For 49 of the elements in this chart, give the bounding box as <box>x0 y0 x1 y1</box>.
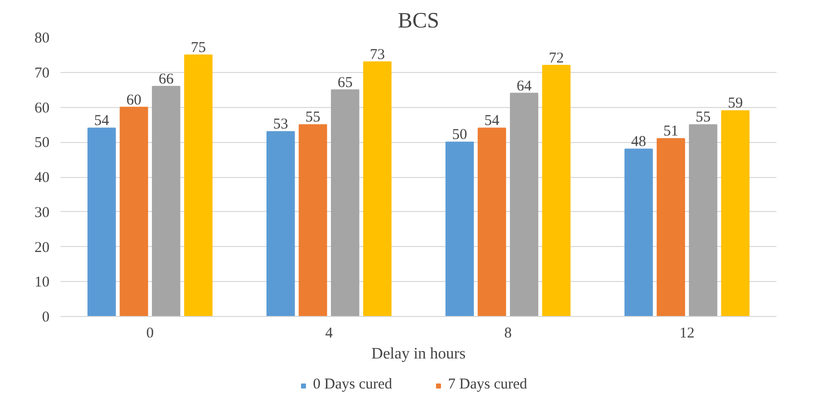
bar <box>656 138 686 316</box>
bar <box>120 106 148 316</box>
y-tick-label: 60 <box>34 100 50 116</box>
bar <box>688 124 718 316</box>
bar <box>298 124 328 316</box>
y-tick-label: 20 <box>34 240 50 256</box>
bar <box>330 89 360 316</box>
bar <box>87 128 116 316</box>
bar <box>721 110 750 316</box>
legend-label: 0 Days cured <box>313 376 394 394</box>
data-label: 60 <box>126 92 142 108</box>
bar <box>445 142 474 316</box>
y-tick-label: 40 <box>34 170 50 186</box>
y-tick-label: 0 <box>42 310 50 326</box>
x-tick-label: 8 <box>504 326 512 342</box>
bar <box>184 54 213 316</box>
data-label: 73 <box>370 46 385 63</box>
bar <box>542 64 571 316</box>
data-label: 59 <box>728 96 743 112</box>
bar <box>510 92 538 316</box>
y-tick-label: 10 <box>34 274 50 291</box>
data-label: 65 <box>338 74 353 91</box>
chart-title: BCS <box>398 8 440 32</box>
x-tick-label: 4 <box>325 326 334 342</box>
x-tick-label: 12 <box>680 326 694 342</box>
y-tick-label: 80 <box>34 30 50 46</box>
data-label: 64 <box>516 78 532 94</box>
x-tick-label: 0 <box>146 326 154 342</box>
bar <box>152 86 180 316</box>
data-label: 50 <box>452 127 468 144</box>
y-tick-label: 50 <box>34 135 50 152</box>
data-label: 55 <box>696 110 711 126</box>
bar <box>624 148 653 316</box>
data-label: 75 <box>190 40 206 56</box>
y-tick-label: 70 <box>34 65 50 82</box>
data-label: 54 <box>94 113 110 130</box>
data-label: 54 <box>484 113 500 130</box>
x-axis-title: Delay in hours <box>371 346 466 362</box>
bar <box>363 61 392 316</box>
bar <box>266 131 295 316</box>
data-label: 72 <box>548 50 564 66</box>
data-label: 66 <box>158 71 174 88</box>
bar <box>478 128 506 316</box>
data-label: 55 <box>305 110 320 126</box>
y-tick-label: 30 <box>34 204 50 221</box>
data-label: 53 <box>273 116 288 133</box>
legend-label: 7 Days cured <box>448 376 528 394</box>
data-label: 48 <box>631 134 646 150</box>
data-label: 51 <box>663 124 678 140</box>
